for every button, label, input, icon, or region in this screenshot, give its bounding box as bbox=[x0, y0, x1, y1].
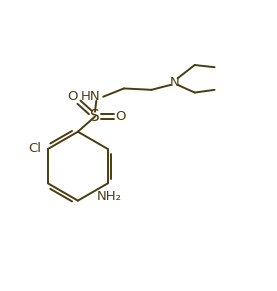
Text: N: N bbox=[170, 76, 180, 88]
Text: NH₂: NH₂ bbox=[97, 190, 122, 203]
Text: O: O bbox=[115, 110, 126, 123]
Text: HN: HN bbox=[80, 90, 100, 103]
Text: Cl: Cl bbox=[28, 142, 41, 155]
Text: O: O bbox=[67, 90, 77, 103]
Text: S: S bbox=[90, 109, 100, 124]
